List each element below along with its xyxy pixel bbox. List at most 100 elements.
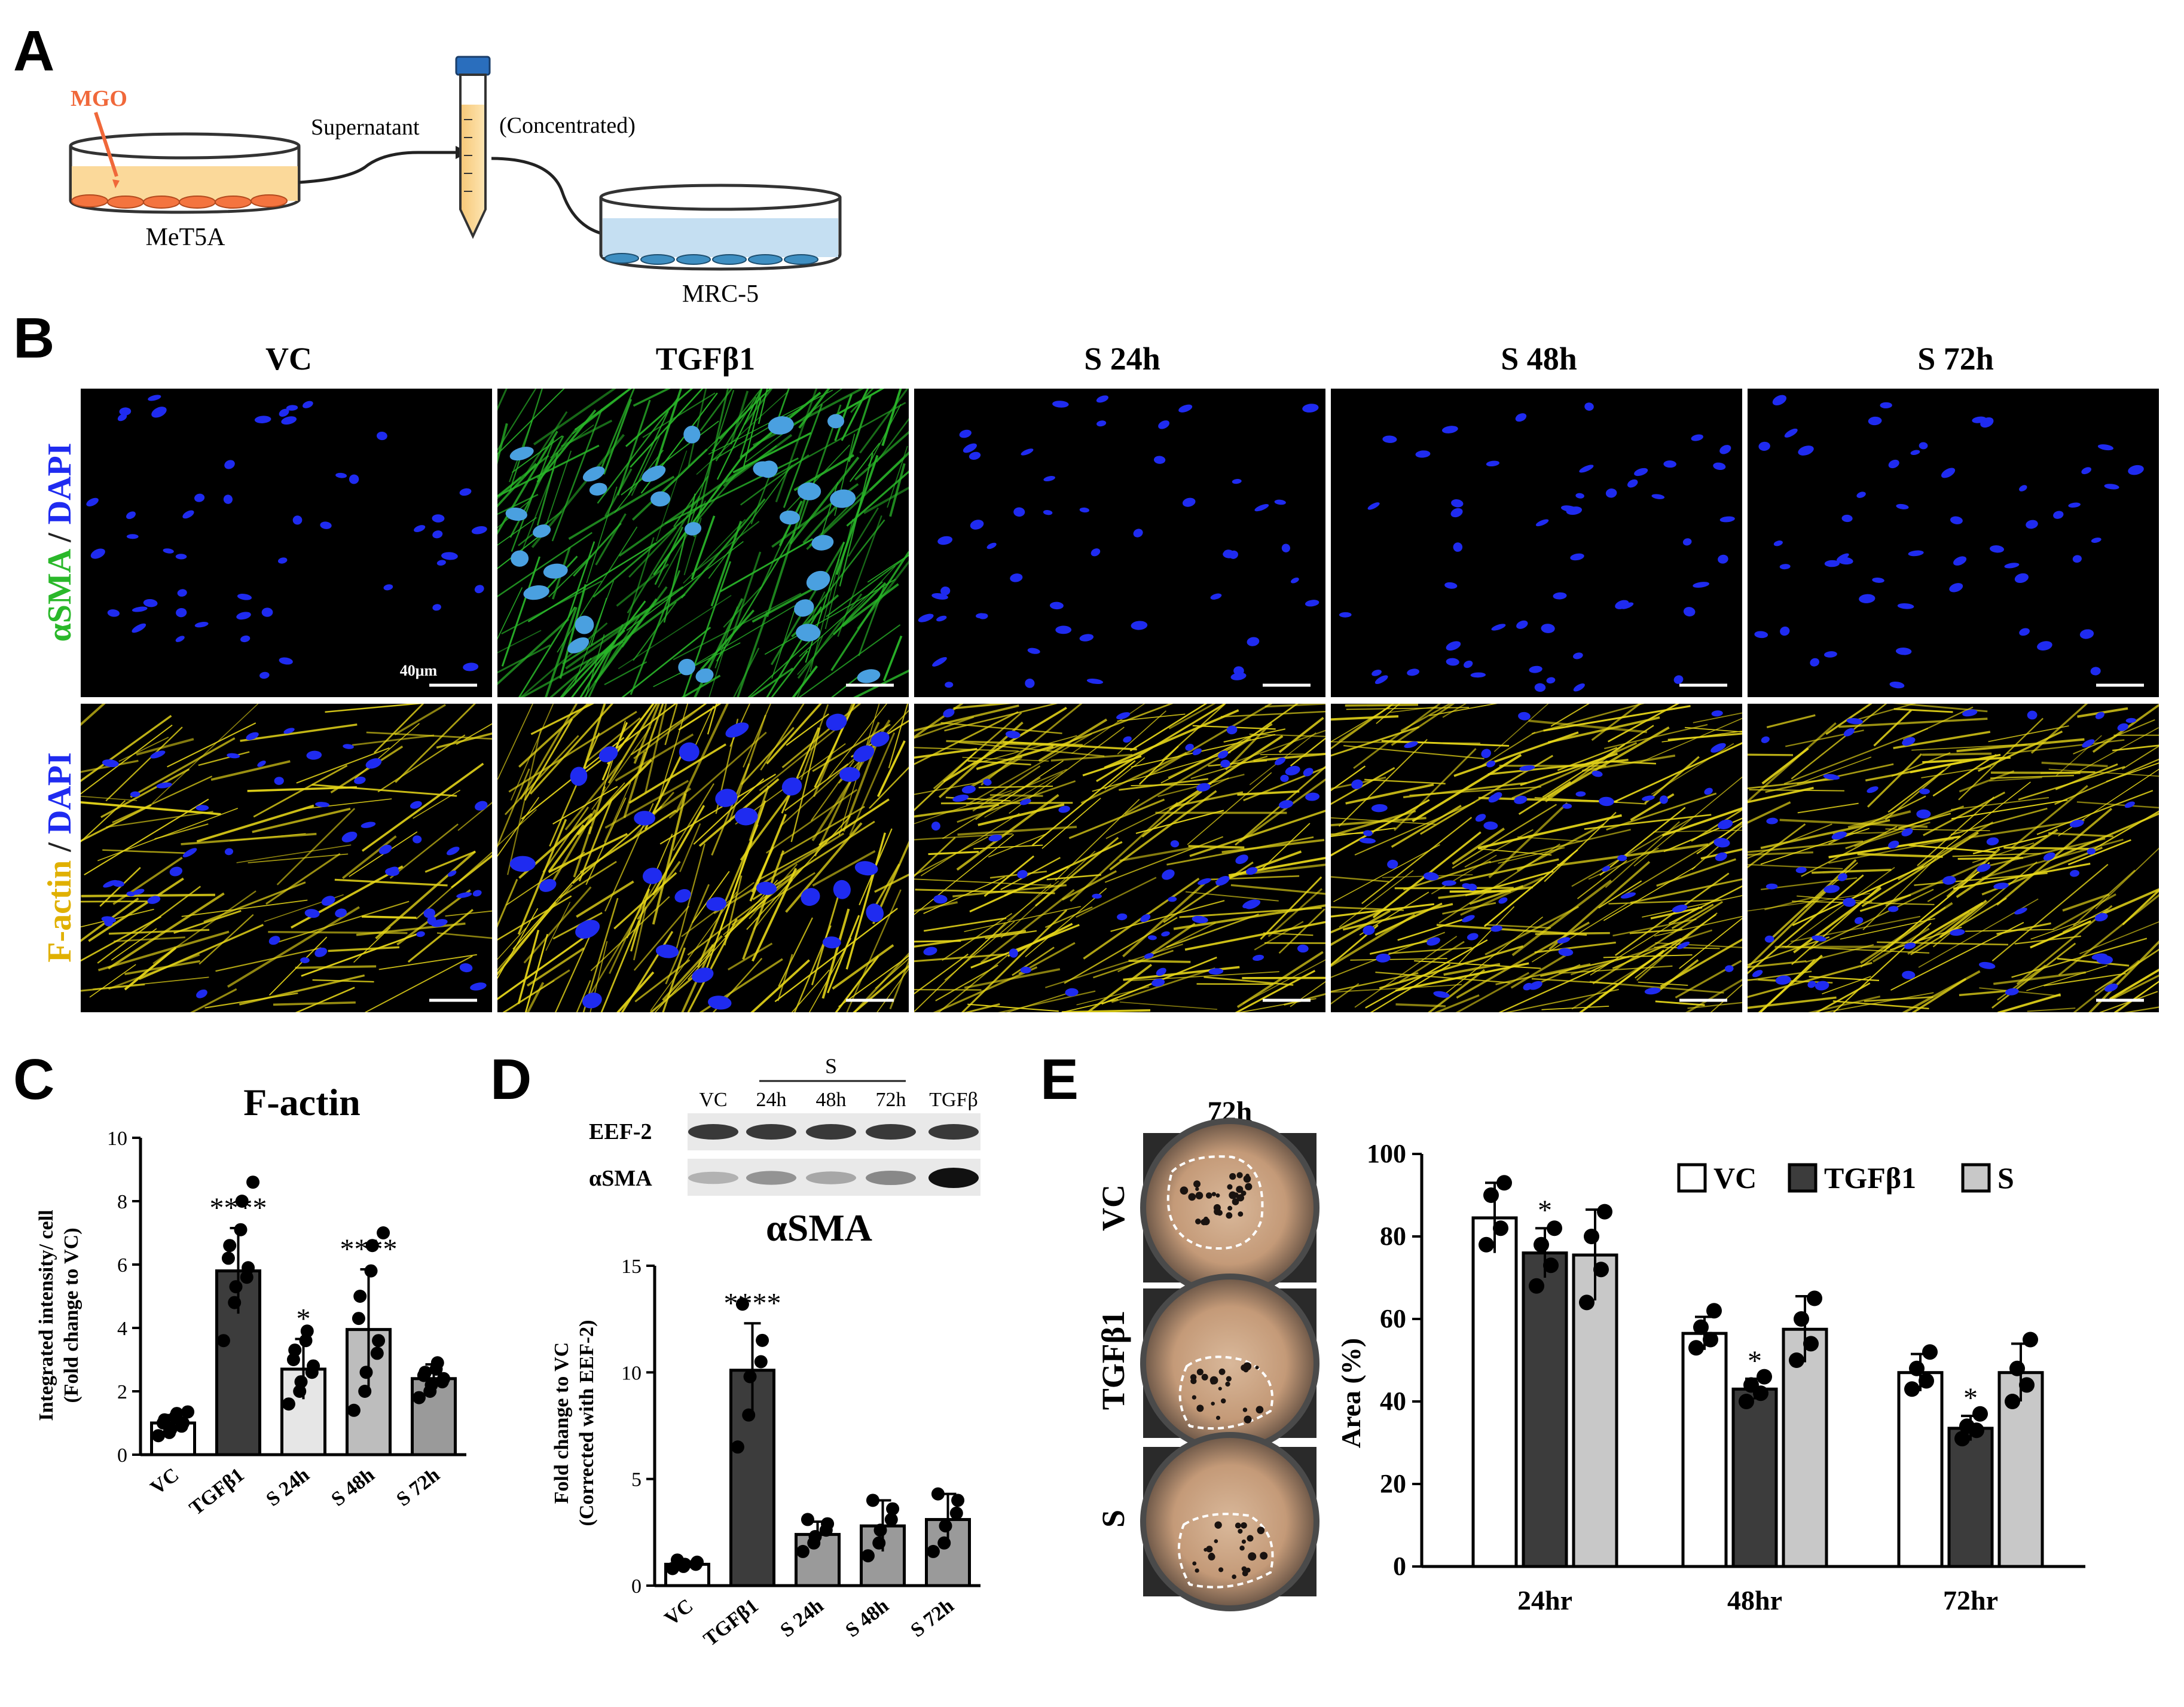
fiber	[173, 909, 242, 934]
data-point	[223, 1239, 237, 1253]
fiber	[1119, 778, 1209, 791]
panel-letter-e: E	[1040, 1048, 1079, 1111]
fiber	[1331, 767, 1395, 805]
y-tick-label: 15	[621, 1256, 642, 1278]
nucleus	[1178, 404, 1193, 413]
fiber	[1951, 796, 2049, 811]
fiber	[834, 394, 853, 441]
fiber	[365, 955, 473, 1012]
fiber	[784, 763, 849, 811]
legend-swatch	[1788, 1163, 1818, 1193]
nucleus	[1514, 795, 1528, 804]
fiber	[1902, 706, 1974, 741]
nucleus	[1464, 660, 1473, 668]
nucleus	[1784, 428, 1798, 438]
data-point	[1584, 1229, 1599, 1244]
fiber	[935, 964, 998, 1001]
data-point	[151, 1429, 165, 1443]
fiber	[624, 537, 655, 630]
fiber	[1122, 878, 1209, 958]
nucleus	[986, 542, 997, 549]
fiber	[728, 942, 773, 971]
chart-d-title: αSMA	[766, 1207, 872, 1249]
fiber	[652, 805, 705, 896]
data-point	[939, 1519, 952, 1533]
fiber	[1188, 845, 1245, 849]
fiber	[1968, 819, 2085, 839]
data-point	[1794, 1311, 1809, 1327]
fiber	[687, 918, 738, 1012]
fiber	[710, 521, 743, 607]
fiber	[792, 665, 818, 697]
fiber	[964, 1003, 1000, 1012]
fiber	[253, 765, 348, 818]
nucleus	[1374, 675, 1388, 685]
fiber	[1068, 798, 1165, 839]
data-point	[372, 1334, 386, 1348]
fiber	[741, 726, 795, 785]
data-point	[1543, 1257, 1559, 1274]
fiber	[247, 786, 357, 792]
nucleus	[1872, 578, 1884, 583]
fiber	[1748, 936, 1830, 966]
panel-letter-d: D	[490, 1048, 532, 1111]
fiber	[615, 733, 694, 782]
nucleus	[2095, 711, 2104, 719]
asma-micrograph	[81, 389, 492, 697]
fiber	[2026, 965, 2107, 991]
nucleus	[320, 521, 332, 529]
nucleus	[1043, 509, 1053, 515]
nucleus	[1280, 774, 1289, 782]
fiber	[2058, 894, 2159, 976]
fiber	[2088, 940, 2159, 1012]
nucleus	[1972, 416, 1987, 423]
data-point	[216, 1334, 230, 1348]
panel-letter-c: C	[13, 1048, 54, 1111]
data-point	[743, 1370, 757, 1384]
dish-well	[1143, 1435, 1316, 1608]
fiber	[529, 704, 614, 795]
fiber	[980, 888, 1075, 964]
nucleus	[2037, 641, 2052, 651]
nucleus	[1868, 416, 1882, 426]
colony	[1195, 1192, 1204, 1199]
nucleus	[1602, 866, 1610, 872]
fiber	[2030, 912, 2104, 940]
fiber	[961, 909, 1068, 1012]
colony	[1201, 1373, 1208, 1381]
fiber	[1630, 878, 1742, 904]
legend-swatch	[1961, 1163, 1991, 1193]
fiber	[1184, 921, 1325, 951]
nucleus	[133, 888, 145, 895]
fiber	[692, 871, 730, 923]
x-tick-label: TGFβ1	[185, 1464, 248, 1520]
fiber	[81, 795, 138, 801]
fiber	[616, 563, 669, 607]
fiber	[190, 988, 237, 1012]
nucleus	[1978, 961, 1996, 969]
nucleus	[1475, 814, 1486, 822]
data-point	[670, 1553, 684, 1567]
data-point	[1904, 1381, 1920, 1397]
data-point	[742, 1408, 756, 1422]
fiber	[136, 738, 194, 756]
data-point	[866, 1494, 879, 1507]
colony	[1227, 1205, 1233, 1211]
fiber	[81, 759, 139, 773]
band-eef2	[866, 1124, 916, 1140]
fiber	[606, 704, 655, 765]
fiber	[1345, 704, 1419, 707]
fiber	[92, 976, 209, 990]
nucleus	[1518, 711, 1531, 720]
fiber	[1862, 857, 1936, 930]
nucleus	[432, 604, 441, 611]
fiber	[378, 954, 477, 970]
nucleus	[447, 847, 460, 856]
nucleus	[304, 909, 320, 918]
fiber	[1548, 860, 1651, 951]
colony	[1188, 1193, 1196, 1201]
nucleus	[642, 465, 666, 483]
nucleus	[523, 585, 549, 600]
x-tick-label: S 72h	[906, 1595, 958, 1642]
fiber	[1006, 991, 1074, 1012]
